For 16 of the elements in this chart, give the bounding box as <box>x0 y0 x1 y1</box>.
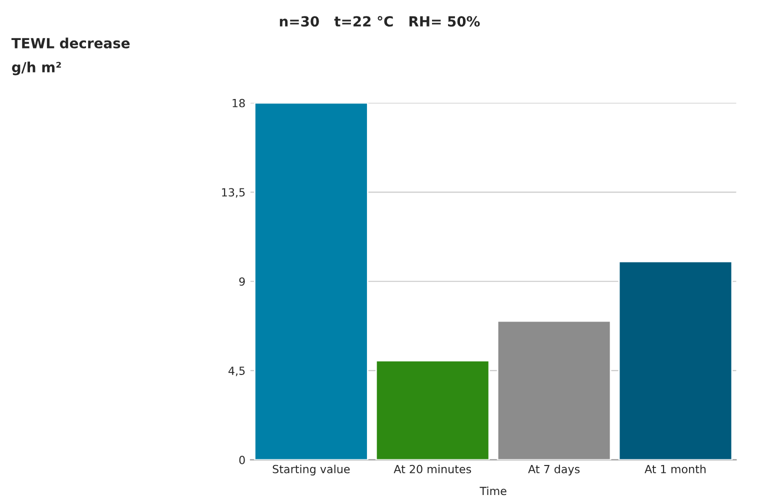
y-tick-label: 4,5 <box>228 366 245 376</box>
bar <box>254 102 368 460</box>
x-tick-label: At 7 days <box>528 464 580 476</box>
bar <box>618 260 733 460</box>
x-tick-label: Starting value <box>272 464 350 476</box>
chart-title: n=30 t=22 °C RH= 50% <box>280 16 480 27</box>
bar <box>496 320 612 460</box>
text: TEWL decrease g/h m² <box>11 38 130 76</box>
y-tick-label: 13,5 <box>222 188 245 198</box>
x-axis-title: Time <box>480 486 506 496</box>
y-tick-label: 9 <box>239 277 245 286</box>
x-tick-label: At 20 minutes <box>394 464 472 474</box>
x-tick-label: At 1 month <box>644 464 706 474</box>
y-tick-label: 0 <box>239 456 245 464</box>
bar <box>375 360 490 460</box>
y-tick-label: 18 <box>232 98 245 108</box>
